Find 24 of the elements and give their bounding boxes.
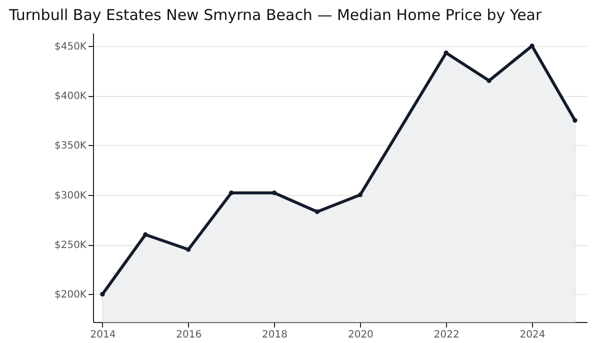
chart-title: Turnbull Bay Estates New Smyrna Beach — Median Home Price by Year xyxy=(8,6,542,24)
y-tick-label: $400K xyxy=(54,91,87,102)
y-tick-label: $300K xyxy=(54,190,87,202)
x-tick-label: 2016 xyxy=(176,330,202,340)
x-tick-label: 2014 xyxy=(90,330,116,340)
point xyxy=(530,44,534,48)
x-tick-label: 2024 xyxy=(520,330,546,340)
y-tick-label: $200K xyxy=(54,290,87,301)
point xyxy=(444,50,448,56)
point xyxy=(228,190,234,196)
point xyxy=(486,78,492,84)
x-tick-label: 2020 xyxy=(348,330,374,340)
point xyxy=(100,292,105,297)
point xyxy=(358,192,363,198)
point xyxy=(143,232,148,237)
point xyxy=(272,190,277,196)
y-tick-label: $250K xyxy=(54,240,87,252)
y-tick-label: $350K xyxy=(54,140,87,152)
x-tick-label: 2022 xyxy=(434,330,460,340)
point xyxy=(186,247,191,252)
x-tick-label: 2018 xyxy=(262,330,288,340)
y-tick-label: $450K xyxy=(54,41,87,52)
point xyxy=(314,209,320,214)
point xyxy=(572,118,578,123)
